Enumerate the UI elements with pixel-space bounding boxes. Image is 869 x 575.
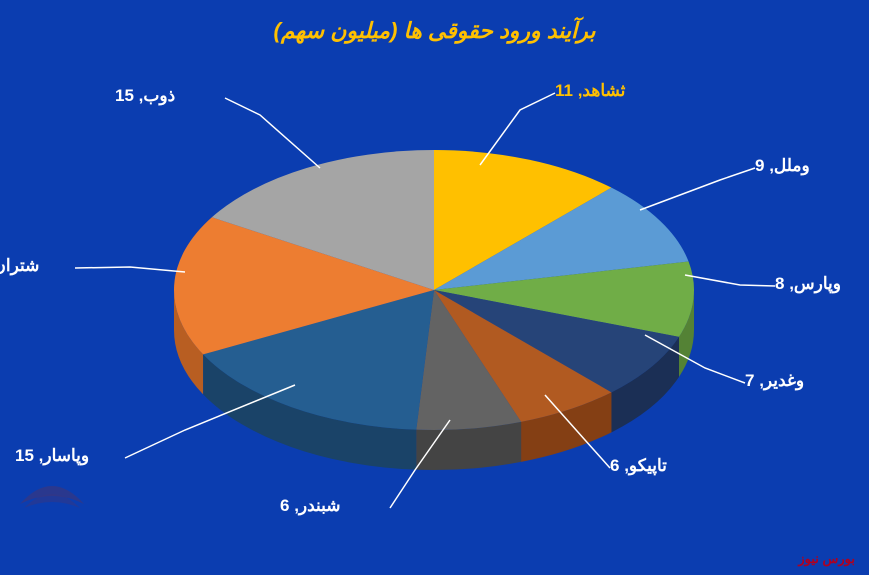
slice-label: شبندر, 6: [280, 496, 390, 516]
slice-label: شتران, 15: [0, 256, 75, 276]
slice-label: تاپیکو, 6: [610, 456, 667, 476]
slice-label: ذوب, 15: [115, 86, 225, 106]
slice-label: وغدیر, 7: [745, 371, 804, 391]
leader-line: [640, 168, 755, 210]
leader-line: [225, 98, 320, 168]
slice-label: وپارس, 8: [775, 274, 841, 294]
leader-line: [75, 267, 185, 272]
footer-source: بورس نیوز: [798, 551, 855, 567]
slice-label: وملل, 9: [755, 156, 810, 176]
leader-line: [685, 275, 775, 286]
source-watermark: [12, 460, 92, 520]
slice-label: ثشاهد, 11: [555, 81, 625, 101]
pie-chart: ثشاهد, 11 وملل, 9 وپارس, 8 وغدیر, 7 تاپیکو, …: [0, 0, 869, 575]
